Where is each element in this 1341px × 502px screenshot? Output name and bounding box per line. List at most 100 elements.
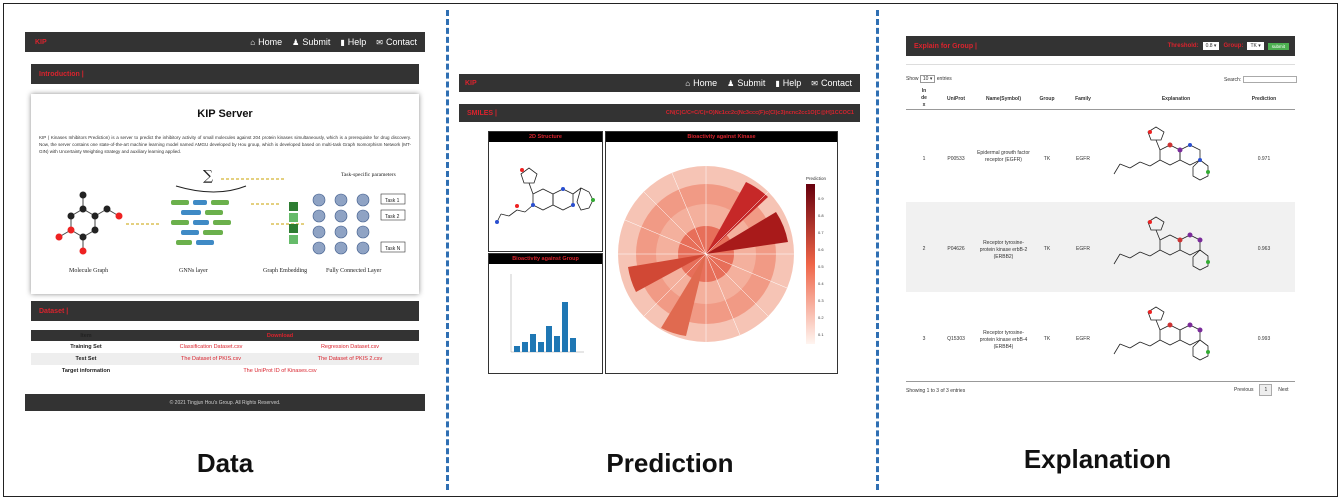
svg-text:0.2: 0.2 xyxy=(818,315,824,320)
caption-explanation: Explanation xyxy=(1023,444,1172,474)
separator xyxy=(906,64,1295,65)
graph-embedding-drawing xyxy=(289,202,298,244)
chevron-down-icon: ▾ xyxy=(1258,43,1261,49)
group-chart-box: Bioactivity against Group xyxy=(488,253,603,374)
gnn-layer-label: GNNs layer xyxy=(179,268,208,274)
svg-text:0.3: 0.3 xyxy=(818,298,824,303)
header-name[interactable]: Name(Symbol) xyxy=(985,96,1021,102)
search-area: Search: xyxy=(1224,76,1298,83)
nav-home[interactable]: ⌂ Home xyxy=(685,78,718,88)
row-item: Target information xyxy=(61,368,111,374)
download-link[interactable]: Classification Dataset.csv xyxy=(179,344,243,350)
group-select[interactable]: TK ▾ xyxy=(1247,42,1264,50)
threshold-select[interactable]: 0.8 ▾ xyxy=(1202,42,1220,50)
molecule-graph-drawing xyxy=(58,195,120,251)
group-bar-chart xyxy=(510,274,584,353)
download-link[interactable]: The Dataset of PKIS.csv xyxy=(181,356,241,362)
flow-arrows xyxy=(126,178,306,225)
submit-button[interactable]: submit xyxy=(1267,42,1289,50)
download-link[interactable]: The UniProt ID of Kinases.csv xyxy=(243,368,317,374)
header-item: Item xyxy=(80,332,92,339)
brand-logo[interactable]: KIP xyxy=(35,38,47,46)
dataset-bar: Dataset | xyxy=(31,301,419,321)
svg-text:0.1: 0.1 xyxy=(818,332,824,337)
show-label: Show xyxy=(906,76,919,82)
divider-left xyxy=(446,10,449,490)
chevron-down-icon: ▾ xyxy=(1213,43,1217,49)
nav-help[interactable]: ▮ Help xyxy=(340,37,367,47)
intro-card: KIP Server KIP ( Kinases Inhibitors Pred… xyxy=(31,94,419,294)
book-icon: ▮ xyxy=(340,38,345,47)
task-boxes xyxy=(380,193,406,253)
molecule-graph-label: Molecule Graph xyxy=(69,268,108,274)
header-family[interactable]: Family xyxy=(1075,96,1091,102)
fc-layer-label: Fully Connected Layer xyxy=(326,268,381,274)
explanation-molecule-3 xyxy=(1113,306,1210,361)
next-button[interactable]: Next xyxy=(1278,387,1289,393)
home-icon: ⌂ xyxy=(685,79,691,88)
book-icon: ▮ xyxy=(775,79,780,88)
sunburst-dark-segments xyxy=(628,182,788,336)
nav-submit[interactable]: ♟ Submit xyxy=(727,78,766,88)
architecture-figure: ∑ Task 1 Task 2 Task N Task-specific par xyxy=(55,168,406,274)
download-link[interactable]: The Dataset of PKIS 2.csv xyxy=(317,356,383,362)
structure-box: 2D Structure xyxy=(488,131,603,252)
smiles-label: SMILES | xyxy=(467,109,497,117)
threshold-label: Threshold: xyxy=(1167,43,1199,49)
user-icon: ♟ xyxy=(727,79,735,88)
smiles-bar: SMILES | CN(C)C/C=C/C(=O)Nc1cc2c(Nc3ccc(… xyxy=(459,104,860,122)
task1-label: Task 1 xyxy=(385,198,400,204)
dataset-table: Item Download Training Set Classificatio… xyxy=(31,330,419,377)
task2-label: Task 2 xyxy=(385,214,400,220)
colorbar-ticks: 0.9 0.8 0.7 0.6 0.5 0.4 0.3 0.2 0.1 xyxy=(818,196,824,337)
header-uniprot[interactable]: UniProt xyxy=(946,96,966,102)
mail-icon: ✉ xyxy=(376,38,383,47)
caption-data: Data xyxy=(196,448,254,478)
svg-text:0.7: 0.7 xyxy=(818,230,824,235)
entries-label: entries xyxy=(936,76,952,82)
search-label: Search: xyxy=(1224,76,1242,83)
dataset-table-header: Item Download xyxy=(31,330,419,341)
sunburst-spokes xyxy=(618,166,794,342)
nav-contact[interactable]: ✉ Contact xyxy=(811,78,852,88)
server-description: KIP ( Kinases Inhibitors Prediction) is … xyxy=(39,135,411,154)
table-row: Target information The UniProt ID of Kin… xyxy=(31,365,419,377)
nav-home[interactable]: ⌂ Home xyxy=(250,37,283,47)
page-1-button[interactable]: 1 xyxy=(1259,384,1273,396)
nav-contact[interactable]: ✉ Contact xyxy=(376,37,417,47)
svg-text:0.6: 0.6 xyxy=(818,247,824,252)
table-row: Training Set Classification Dataset.csv … xyxy=(31,341,419,353)
search-input[interactable] xyxy=(1243,76,1298,83)
gnn-layer-drawing xyxy=(171,200,231,245)
task-params-label: Task-specific parameters xyxy=(341,171,396,178)
brand-logo[interactable]: KIP xyxy=(465,79,477,87)
taskn-label: Task N xyxy=(385,246,401,252)
header-index[interactable]: In de x xyxy=(921,88,927,108)
show-entries: Show 10 ▾ entries xyxy=(906,75,952,83)
header-explanation[interactable]: Explanation xyxy=(1161,96,1191,102)
user-icon: ♟ xyxy=(292,38,300,47)
page-footer: © 2021 Tingjun Hou's Group. All Rights R… xyxy=(25,394,425,411)
download-link[interactable]: Regression Dataset.csv xyxy=(320,344,380,350)
row-item: Test Set xyxy=(75,356,97,362)
previous-button[interactable]: Previous xyxy=(1234,387,1254,393)
header-group[interactable]: Group xyxy=(1039,96,1055,102)
intro-bar: Introduction | xyxy=(31,64,419,84)
divider-right xyxy=(876,10,879,490)
sum-symbol: ∑ xyxy=(203,168,213,184)
nav-submit[interactable]: ♟ Submit xyxy=(292,37,331,47)
kinase-sunburst: Prediction 0.9 0.8 0.7 0.6 0.5 0.4 0.3 0… xyxy=(618,166,827,344)
page-size-select[interactable]: 10 ▾ xyxy=(919,75,936,83)
molecule-structure xyxy=(495,167,595,224)
nav-help[interactable]: ▮ Help xyxy=(775,78,802,88)
colorbar-title: Prediction xyxy=(806,176,827,181)
svg-text:0.8: 0.8 xyxy=(818,213,824,218)
explain-table-header: In de x UniProt Name(Symbol) Group Famil… xyxy=(906,88,1295,110)
header-prediction[interactable]: Prediction xyxy=(1251,96,1277,102)
p1-navbar: KIP ⌂ Home ♟ Submit ▮ Help ✉ Contact xyxy=(25,32,425,52)
pagination: Previous 1 Next xyxy=(1234,384,1289,396)
table-row: Test Set The Dataset of PKIS.csv The Dat… xyxy=(31,353,419,365)
group-label: Group: xyxy=(1223,43,1244,49)
svg-text:0.4: 0.4 xyxy=(818,281,824,286)
mail-icon: ✉ xyxy=(811,79,818,88)
